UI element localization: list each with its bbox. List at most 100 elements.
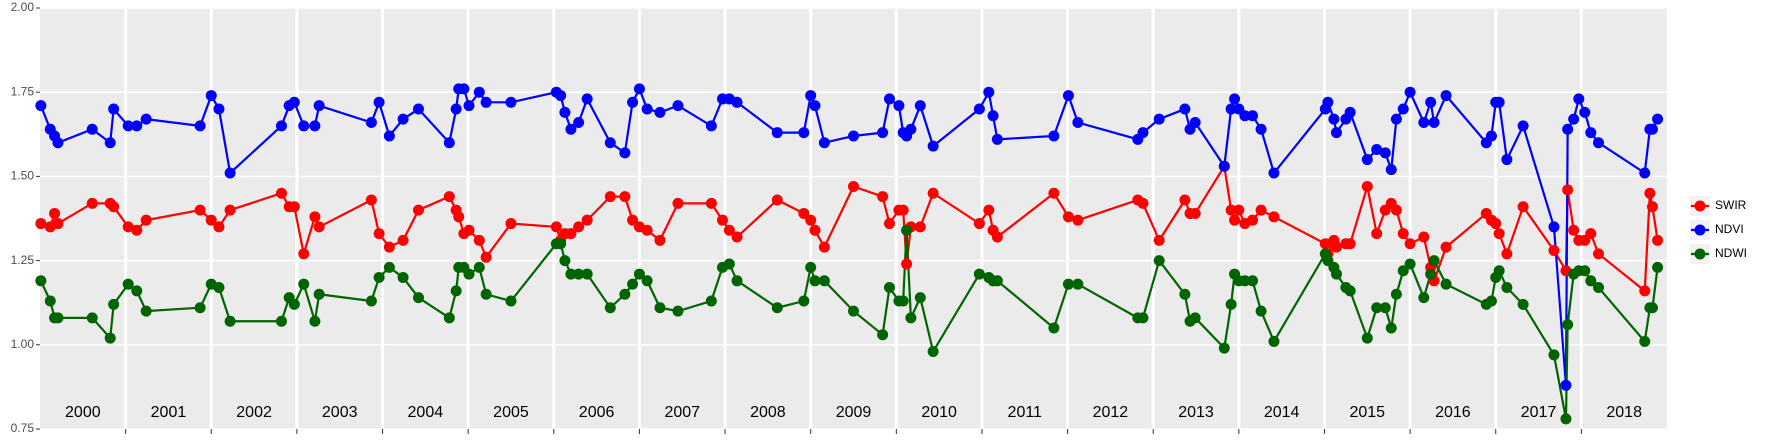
data-point	[1344, 285, 1356, 297]
data-point	[1268, 335, 1280, 347]
data-point	[627, 214, 639, 226]
data-point	[1646, 123, 1658, 135]
data-point	[771, 194, 783, 206]
data-point	[1268, 211, 1280, 223]
year-label: 2011	[1008, 404, 1043, 421]
data-point	[1562, 123, 1574, 135]
year-label: 2008	[750, 404, 786, 421]
data-point	[1179, 103, 1191, 115]
data-point	[771, 127, 783, 139]
data-point	[463, 100, 475, 112]
year-label: 2009	[836, 404, 872, 421]
data-point	[619, 147, 631, 159]
year-label: 2017	[1521, 404, 1557, 421]
data-point	[1239, 110, 1251, 122]
data-point	[373, 271, 385, 283]
data-point	[108, 103, 120, 115]
data-point	[705, 120, 717, 132]
data-point	[1562, 319, 1574, 331]
data-point	[1548, 244, 1560, 256]
data-point	[883, 93, 895, 105]
data-point	[901, 224, 913, 236]
data-point	[1440, 241, 1452, 253]
data-point	[213, 103, 225, 115]
data-point	[52, 218, 64, 230]
data-point	[818, 275, 830, 287]
data-point	[194, 120, 206, 132]
data-point	[397, 234, 409, 246]
data-point	[194, 204, 206, 216]
data-point	[275, 120, 287, 132]
data-point	[573, 117, 585, 129]
data-point	[1390, 113, 1402, 125]
data-point	[122, 120, 134, 132]
data-point	[1330, 127, 1342, 139]
data-point	[1485, 295, 1497, 307]
data-point	[798, 207, 810, 219]
data-point	[565, 268, 577, 280]
data-point	[131, 285, 143, 297]
year-label: 2012	[1093, 404, 1129, 421]
data-point	[1639, 335, 1651, 347]
data-point	[1072, 278, 1084, 290]
data-point	[140, 113, 152, 125]
data-point	[1418, 231, 1430, 243]
data-point	[1560, 413, 1572, 425]
data-point	[412, 204, 424, 216]
data-point	[1268, 167, 1280, 179]
data-point	[1592, 248, 1604, 260]
data-point	[1440, 90, 1452, 102]
year-label: 2014	[1264, 404, 1300, 421]
data-point	[131, 224, 143, 236]
data-point	[1428, 255, 1440, 267]
data-point	[288, 298, 300, 310]
data-point	[1153, 255, 1165, 267]
data-point	[1048, 130, 1060, 142]
data-point	[731, 96, 743, 108]
data-point	[1548, 221, 1560, 233]
data-point	[463, 224, 475, 236]
data-point	[480, 96, 492, 108]
data-point	[771, 302, 783, 314]
data-point	[108, 201, 120, 213]
data-point	[194, 302, 206, 314]
data-point	[1048, 187, 1060, 199]
data-point	[654, 106, 666, 118]
data-point	[723, 224, 735, 236]
data-point	[443, 137, 455, 149]
data-point	[1371, 228, 1383, 240]
year-label: 2000	[65, 404, 101, 421]
data-point	[1560, 379, 1572, 391]
data-point	[473, 261, 485, 273]
data-point	[383, 241, 395, 253]
data-point	[672, 305, 684, 317]
data-point	[205, 90, 217, 102]
data-point	[641, 224, 653, 236]
data-point	[1639, 167, 1651, 179]
data-point	[1218, 342, 1230, 354]
data-point	[1322, 96, 1334, 108]
data-point	[731, 231, 743, 243]
data-point	[973, 218, 985, 230]
legend-label: NDWI	[1715, 246, 1747, 260]
data-point	[453, 211, 465, 223]
data-point	[35, 218, 47, 230]
legend-label: NDVI	[1715, 222, 1744, 236]
year-label: 2018	[1606, 404, 1642, 421]
data-point	[1379, 302, 1391, 314]
data-point	[298, 248, 310, 260]
data-point	[450, 103, 462, 115]
data-point	[818, 241, 830, 253]
data-point	[897, 295, 909, 307]
data-point	[1425, 268, 1437, 280]
data-point	[1247, 275, 1259, 287]
data-point	[805, 261, 817, 273]
y-tick-label: 2.00	[11, 0, 35, 14]
data-point	[1189, 117, 1201, 129]
data-point	[809, 275, 821, 287]
data-point	[1397, 103, 1409, 115]
data-point	[905, 312, 917, 324]
data-point	[313, 221, 325, 233]
data-point	[1062, 90, 1074, 102]
